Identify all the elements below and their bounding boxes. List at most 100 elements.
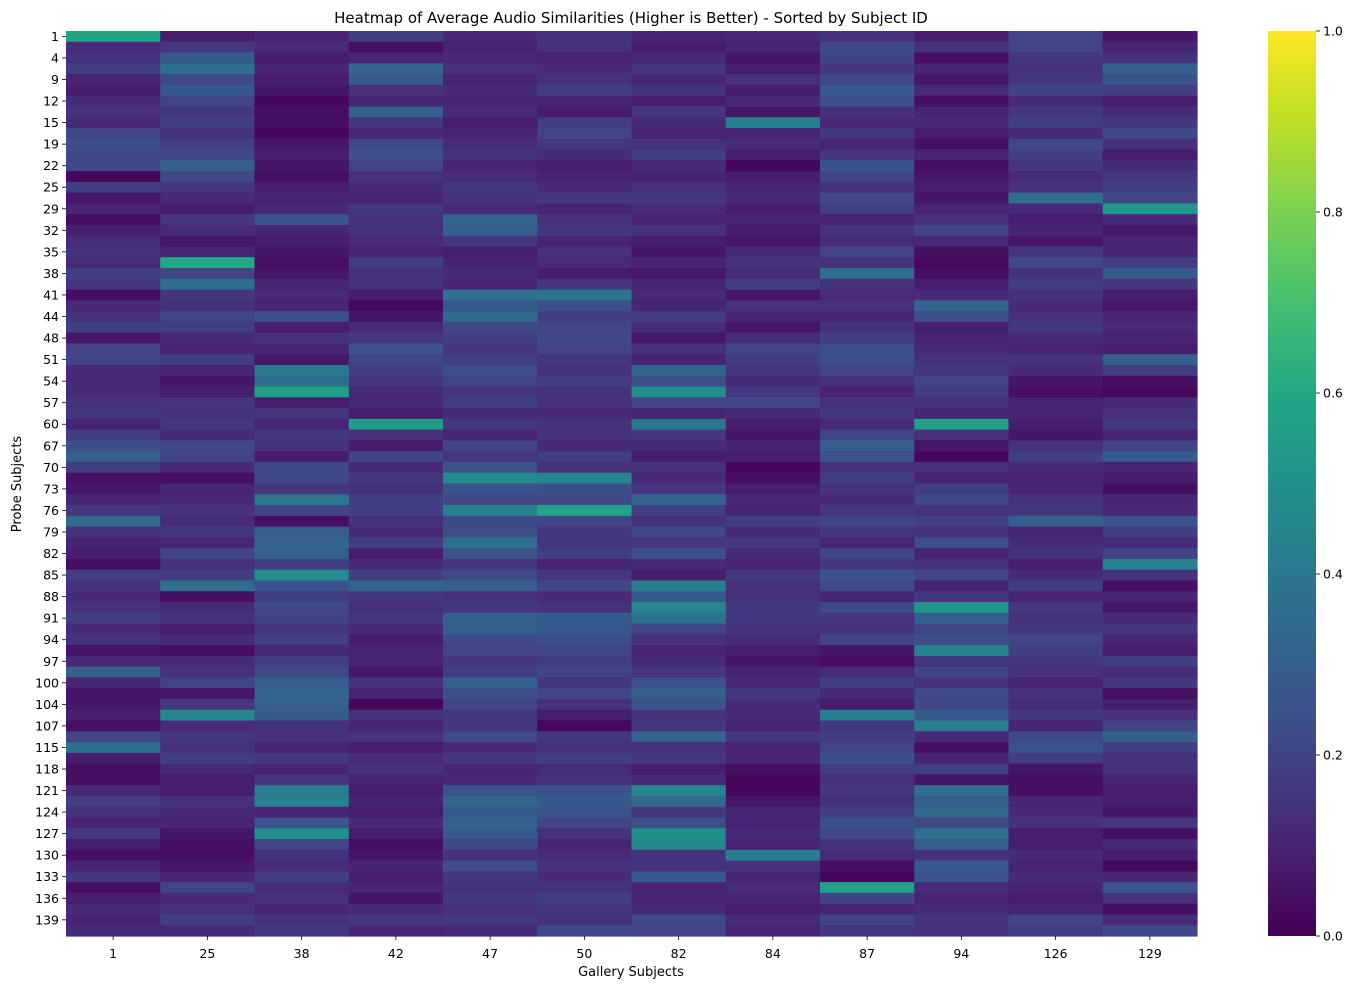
heatmap-cell (725, 41, 821, 54)
heatmap-cell (537, 558, 633, 571)
heatmap-cell (254, 440, 350, 452)
heatmap-cell (537, 892, 633, 905)
heatmap-cell (820, 742, 915, 754)
heatmap-cell (160, 892, 256, 905)
heatmap-cell (160, 106, 256, 118)
y-tick-label: 139 (35, 912, 59, 927)
heatmap-cell (254, 645, 350, 657)
heatmap-cell (443, 278, 538, 291)
heatmap-cell (725, 171, 821, 183)
heatmap-cell (631, 666, 727, 679)
heatmap-cell (1102, 839, 1198, 851)
heatmap-cell (160, 925, 256, 937)
heatmap-cell (537, 505, 633, 517)
heatmap-cell (160, 321, 256, 334)
heatmap-cell (725, 666, 821, 679)
heatmap-cell (537, 828, 633, 840)
heatmap-cell (348, 645, 444, 657)
heatmap-cell (537, 494, 633, 506)
heatmap-cell (725, 461, 821, 474)
heatmap-cell (1102, 882, 1198, 894)
heatmap-cell (1102, 311, 1198, 323)
heatmap-cell (1102, 321, 1198, 334)
heatmap-cell (537, 688, 633, 700)
heatmap-cell (914, 849, 1010, 862)
heatmap-cell (1102, 171, 1198, 183)
heatmap-cell (1102, 397, 1198, 409)
heatmap-cell (631, 149, 727, 161)
heatmap-cell (443, 709, 538, 722)
heatmap-cell (914, 343, 1010, 355)
heatmap-cell (66, 763, 161, 775)
x-axis-ticks: 1 25 38 42 47 50 82 84 87 94 126 129 (109, 936, 1162, 961)
heatmap-cell (1008, 31, 1104, 43)
heatmap-cell (1008, 871, 1104, 883)
heatmap-cell (348, 688, 444, 700)
heatmap-cell (348, 332, 444, 345)
heatmap-cell (348, 677, 444, 689)
heatmap-cell (160, 709, 256, 722)
heatmap-cell (537, 429, 633, 441)
heatmap-cell (254, 289, 350, 301)
heatmap-cell (348, 763, 444, 775)
heatmap-cell (631, 752, 727, 765)
heatmap-cell (254, 763, 350, 775)
heatmap-cell (537, 138, 633, 151)
heatmap-cell (1102, 418, 1198, 431)
heatmap-cell (348, 472, 444, 485)
heatmap-cell (443, 892, 538, 905)
heatmap-cell (66, 160, 161, 172)
heatmap-cell (914, 397, 1010, 409)
heatmap-cell (914, 127, 1010, 140)
heatmap-cell (1008, 677, 1104, 689)
heatmap-cell (66, 731, 161, 743)
heatmap-cell (725, 655, 821, 668)
heatmap-cell (914, 214, 1010, 226)
heatmap-cell (443, 375, 538, 388)
heatmap-cell (66, 591, 161, 603)
heatmap-cell (725, 429, 821, 441)
heatmap-cell (631, 795, 727, 808)
heatmap-cell (160, 720, 256, 732)
heatmap-cell (160, 903, 256, 916)
heatmap-cell (1102, 892, 1198, 905)
heatmap-cell (66, 742, 161, 754)
heatmap-cell (537, 95, 633, 108)
heatmap-cell (631, 483, 727, 495)
heatmap-cell (348, 914, 444, 926)
heatmap-cell (1102, 364, 1198, 377)
heatmap-cell (1102, 440, 1198, 452)
heatmap-cell (820, 548, 915, 560)
heatmap-cell (254, 397, 350, 409)
heatmap-cell (914, 106, 1010, 118)
heatmap-cell (1008, 623, 1104, 635)
heatmap-cell (631, 138, 727, 151)
heatmap-cell (254, 84, 350, 97)
heatmap-cell (537, 214, 633, 226)
heatmap-cell (820, 52, 915, 64)
y-tick-label: 67 (43, 438, 59, 453)
heatmap-cell (1008, 537, 1104, 549)
heatmap-cell (725, 418, 821, 431)
heatmap-cell (537, 806, 633, 819)
heatmap-cell (160, 74, 256, 86)
heatmap-cell (631, 332, 727, 345)
heatmap-cell (348, 515, 444, 528)
heatmap-cell (725, 828, 821, 840)
heatmap-cell (66, 246, 161, 258)
heatmap-cell (254, 278, 350, 291)
heatmap-cell (254, 548, 350, 560)
heatmap-cell (160, 914, 256, 926)
heatmap-cell (443, 408, 538, 420)
heatmap-cell (725, 774, 821, 786)
heatmap-cell (537, 483, 633, 495)
y-tick-label: 15 (43, 115, 59, 130)
heatmap-cell (254, 903, 350, 916)
heatmap-cell (348, 537, 444, 549)
heatmap-cell (631, 278, 727, 291)
heatmap-cell (348, 925, 444, 937)
heatmap-cell (537, 408, 633, 420)
heatmap-cell (66, 785, 161, 797)
heatmap-cell (537, 289, 633, 301)
heatmap-cell (254, 171, 350, 183)
